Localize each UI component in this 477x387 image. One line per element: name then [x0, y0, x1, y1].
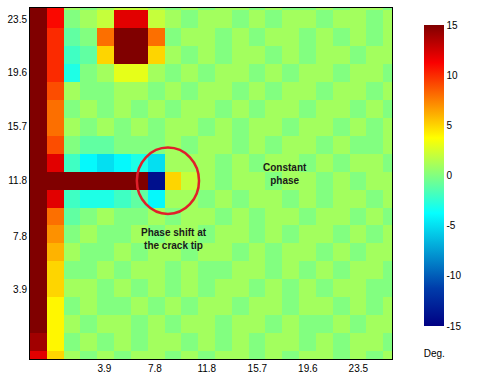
svg-text:15.7: 15.7	[248, 363, 268, 374]
svg-text:11.8: 11.8	[8, 175, 27, 186]
svg-text:5: 5	[447, 120, 453, 131]
svg-text:-10: -10	[447, 270, 462, 281]
svg-text:0: 0	[447, 170, 453, 181]
svg-text:7.8: 7.8	[148, 363, 162, 374]
svg-text:-15: -15	[447, 321, 462, 332]
svg-text:3.9: 3.9	[13, 284, 27, 295]
svg-text:Phase shift atthe crack tip: Phase shift atthe crack tip	[141, 227, 207, 251]
svg-text:23.5: 23.5	[349, 363, 369, 374]
svg-text:11.8: 11.8	[197, 363, 216, 374]
svg-text:3.9: 3.9	[98, 363, 112, 374]
svg-text:Constantphase: Constantphase	[263, 162, 307, 186]
svg-text:15: 15	[447, 20, 459, 31]
svg-text:Deg.: Deg.	[424, 348, 445, 359]
svg-text:-5: -5	[447, 220, 456, 231]
svg-text:7.8: 7.8	[13, 231, 27, 242]
svg-text:19.6: 19.6	[298, 363, 318, 374]
svg-text:23.5: 23.5	[8, 14, 28, 25]
svg-text:15.7: 15.7	[8, 121, 28, 132]
svg-text:10: 10	[447, 70, 459, 81]
svg-text:19.6: 19.6	[8, 67, 28, 78]
